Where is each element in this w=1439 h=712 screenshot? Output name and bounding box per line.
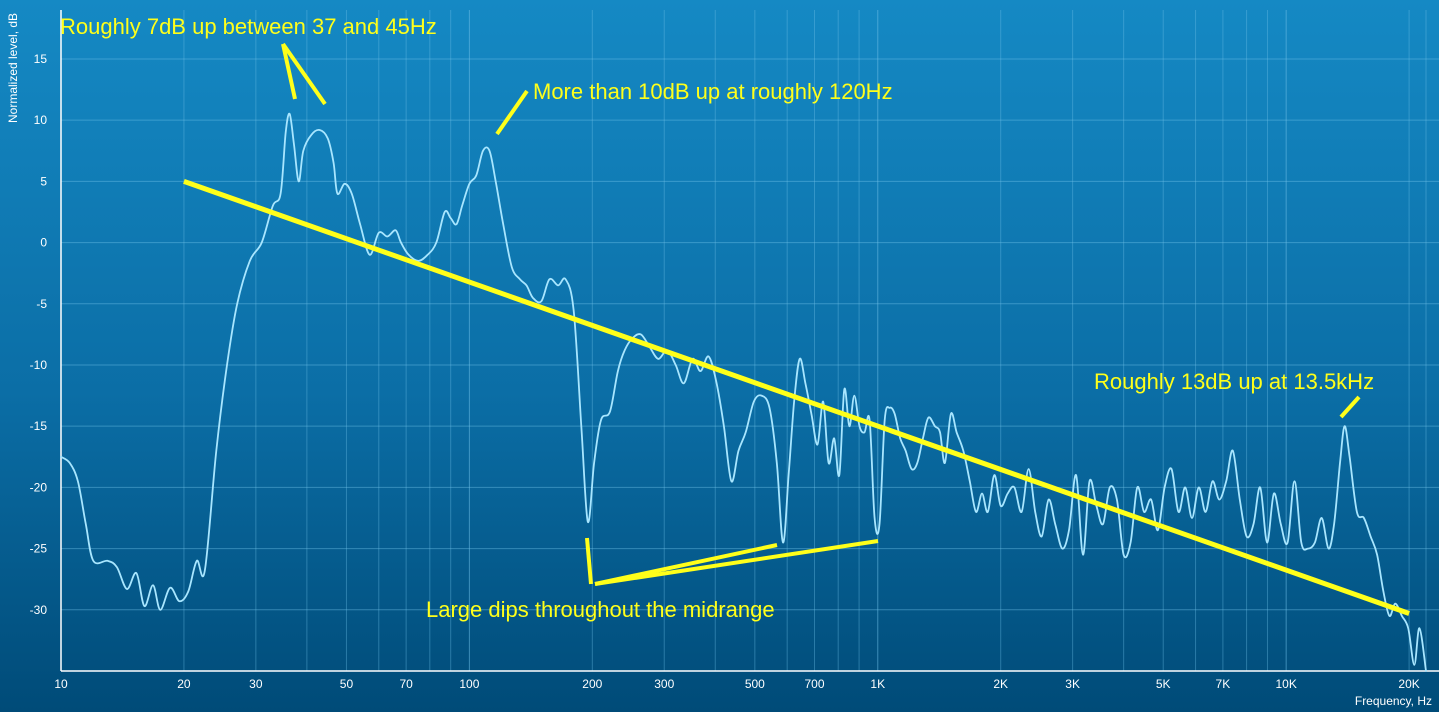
- annotation-low-bass: Roughly 7dB up between 37 and 45Hz: [60, 14, 437, 39]
- axes: [60, 10, 1439, 672]
- annotation-pointer-low-bass-left: [281, 43, 297, 100]
- x-tick-label: 70: [399, 677, 413, 691]
- y-tick-label: -15: [30, 419, 48, 433]
- x-tick-label: 30: [249, 677, 263, 691]
- annotation-pointer-dip-1k: [594, 539, 879, 586]
- x-tick-label: 5K: [1156, 677, 1171, 691]
- y-tick-label: -10: [30, 358, 48, 372]
- x-tick-label: 10: [54, 677, 68, 691]
- x-axis-label: Frequency, Hz: [1355, 694, 1432, 708]
- y-tick-label: 10: [34, 113, 48, 127]
- x-tick-label: 3K: [1065, 677, 1080, 691]
- x-tick-label: 20: [177, 677, 191, 691]
- annotation-treble: Roughly 13dB up at 13.5kHz: [1094, 369, 1374, 394]
- x-tick-label: 700: [804, 677, 824, 691]
- annotation-pointer-low-bass-right: [281, 42, 327, 106]
- annotation-bass: More than 10dB up at roughly 120Hz: [533, 79, 893, 104]
- annotation-pointer-treble: [1339, 395, 1361, 419]
- y-tick-label: 15: [34, 52, 48, 66]
- annotation-midrange-dips: Large dips throughout the midrange: [426, 597, 775, 622]
- grid: [60, 10, 1439, 671]
- x-tick-label: 2K: [993, 677, 1008, 691]
- frequency-response-line: [60, 112, 1427, 672]
- x-tick-label: 20K: [1398, 677, 1419, 691]
- y-tick-label: -25: [30, 542, 48, 556]
- annotation-pointer-bass: [495, 89, 529, 136]
- x-tick-label: 1K: [870, 677, 885, 691]
- y-tick-label: 5: [40, 174, 47, 188]
- y-tick-label: -30: [30, 603, 48, 617]
- annotation-pointer-dip-vertical: [585, 537, 593, 585]
- x-tick-label: 7K: [1216, 677, 1231, 691]
- trend-line: [183, 179, 1410, 616]
- y-tick-label: -5: [36, 297, 47, 311]
- x-tick-label: 50: [340, 677, 354, 691]
- x-tick-label: 500: [745, 677, 765, 691]
- y-axis-label: Normalized level, dB: [6, 13, 20, 123]
- x-tick-label: 200: [582, 677, 602, 691]
- x-tick-label: 100: [459, 677, 479, 691]
- x-tick-label: 10K: [1275, 677, 1296, 691]
- y-tick-label: -20: [30, 480, 48, 494]
- annotation-marks: [281, 42, 1361, 586]
- y-tick-label: 0: [40, 236, 47, 250]
- x-tick-label: 300: [654, 677, 674, 691]
